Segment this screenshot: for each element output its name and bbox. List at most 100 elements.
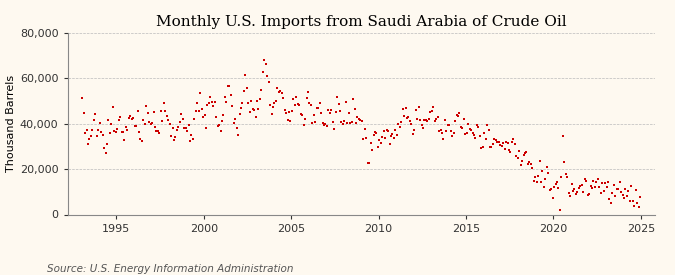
Point bbox=[491, 138, 502, 142]
Point bbox=[142, 111, 153, 115]
Point bbox=[522, 162, 533, 166]
Point bbox=[409, 128, 420, 132]
Point bbox=[361, 136, 372, 140]
Point bbox=[580, 179, 591, 183]
Point bbox=[551, 179, 562, 184]
Point bbox=[400, 106, 411, 110]
Point bbox=[425, 109, 435, 114]
Point bbox=[595, 191, 606, 196]
Point bbox=[276, 91, 287, 95]
Point bbox=[394, 125, 405, 129]
Point bbox=[335, 109, 346, 113]
Point bbox=[575, 184, 586, 188]
Point bbox=[383, 129, 394, 134]
Point bbox=[588, 179, 599, 183]
Point bbox=[135, 137, 146, 142]
Point bbox=[612, 187, 622, 192]
Point bbox=[385, 134, 396, 138]
Point bbox=[107, 104, 118, 109]
Point bbox=[464, 127, 475, 132]
Point bbox=[437, 131, 448, 135]
Point bbox=[253, 107, 264, 112]
Point bbox=[352, 114, 363, 119]
Point bbox=[389, 136, 400, 140]
Point bbox=[250, 115, 261, 119]
Point bbox=[275, 89, 286, 93]
Point bbox=[454, 111, 465, 115]
Point bbox=[125, 114, 136, 118]
Point bbox=[193, 109, 204, 114]
Point bbox=[99, 145, 109, 150]
Point bbox=[106, 122, 117, 127]
Point bbox=[539, 185, 549, 190]
Point bbox=[238, 89, 249, 93]
Point bbox=[95, 120, 105, 125]
Point bbox=[144, 119, 155, 124]
Point bbox=[160, 109, 171, 113]
Point bbox=[448, 131, 459, 136]
Point bbox=[88, 118, 99, 122]
Point bbox=[555, 208, 566, 213]
Point bbox=[195, 91, 206, 95]
Point bbox=[473, 125, 484, 129]
Point bbox=[466, 128, 477, 132]
Point bbox=[399, 113, 410, 118]
Point bbox=[354, 117, 364, 122]
Point bbox=[516, 159, 527, 163]
Point bbox=[224, 84, 235, 89]
Point bbox=[540, 177, 551, 181]
Point bbox=[574, 185, 585, 190]
Point bbox=[145, 122, 156, 127]
Point bbox=[359, 126, 370, 131]
Point bbox=[531, 180, 542, 184]
Point bbox=[150, 124, 161, 129]
Title: Monthly U.S. Imports from Saudi Arabia of Crude Oil: Monthly U.S. Imports from Saudi Arabia o… bbox=[156, 15, 566, 29]
Point bbox=[326, 108, 337, 112]
Point bbox=[451, 112, 462, 117]
Point bbox=[547, 196, 558, 200]
Point bbox=[97, 132, 108, 137]
Point bbox=[492, 139, 503, 144]
Point bbox=[390, 128, 401, 132]
Point bbox=[117, 130, 128, 134]
Point bbox=[375, 141, 386, 145]
Point bbox=[96, 129, 107, 134]
Point bbox=[295, 111, 306, 116]
Point bbox=[570, 192, 581, 196]
Point bbox=[418, 126, 429, 130]
Point bbox=[300, 116, 310, 121]
Point bbox=[246, 99, 256, 104]
Point bbox=[477, 145, 488, 150]
Point bbox=[412, 117, 423, 122]
Point bbox=[327, 120, 338, 124]
Point bbox=[173, 125, 184, 130]
Point bbox=[109, 129, 119, 133]
Point bbox=[198, 115, 209, 120]
Point bbox=[138, 117, 148, 122]
Point bbox=[518, 152, 529, 157]
Point bbox=[593, 177, 603, 182]
Point bbox=[431, 117, 441, 121]
Point bbox=[165, 134, 176, 138]
Point bbox=[626, 184, 637, 189]
Point bbox=[446, 129, 456, 133]
Point bbox=[346, 120, 357, 124]
Point bbox=[444, 123, 455, 127]
Point bbox=[355, 118, 366, 122]
Point bbox=[159, 101, 169, 106]
Point bbox=[476, 146, 487, 150]
Point bbox=[456, 125, 466, 129]
Point bbox=[472, 122, 483, 127]
Point bbox=[392, 133, 402, 137]
Point bbox=[597, 181, 608, 186]
Point bbox=[190, 109, 201, 114]
Point bbox=[225, 92, 236, 97]
Point bbox=[525, 162, 536, 166]
Point bbox=[470, 136, 481, 140]
Point bbox=[157, 119, 167, 123]
Point bbox=[146, 121, 157, 125]
Point bbox=[290, 103, 300, 107]
Point bbox=[569, 187, 580, 191]
Point bbox=[242, 86, 252, 90]
Point bbox=[506, 140, 517, 145]
